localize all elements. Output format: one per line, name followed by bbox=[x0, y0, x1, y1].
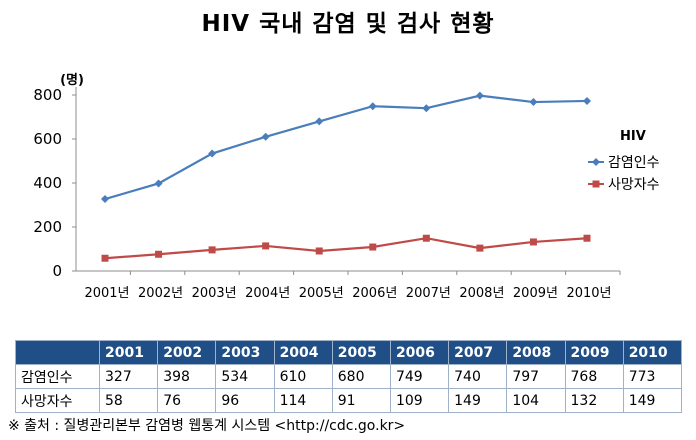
table-cell: 680 bbox=[331, 364, 391, 389]
table-row-label: 사망자수 bbox=[15, 388, 100, 413]
legend-marker bbox=[592, 180, 600, 188]
x-tick-label: 2008년 bbox=[459, 286, 504, 301]
table-cell: 132 bbox=[564, 388, 624, 413]
data-point bbox=[368, 102, 377, 111]
data-point bbox=[369, 243, 377, 251]
data-point bbox=[101, 254, 109, 262]
table-header-cell: 2006 bbox=[389, 340, 450, 365]
table-cell: 104 bbox=[506, 388, 566, 413]
x-tick-label: 2006년 bbox=[352, 286, 397, 301]
table-cell: 740 bbox=[448, 364, 508, 389]
data-point bbox=[422, 234, 430, 242]
table-cell: 749 bbox=[389, 364, 450, 389]
legend-marker bbox=[592, 158, 600, 166]
table-cell: 327 bbox=[98, 364, 159, 389]
table-cell: 58 bbox=[98, 388, 159, 413]
table-header-cell: 2004 bbox=[273, 340, 333, 365]
table-header-cell: 2010 bbox=[622, 340, 683, 365]
series-line bbox=[104, 94, 588, 201]
table-cell: 768 bbox=[564, 364, 624, 389]
x-tick-label: 2005년 bbox=[299, 286, 344, 301]
source-note: ※ 출처 : 질병관리본부 감염병 웹통계 시스템 <http://cdc.go… bbox=[8, 418, 406, 434]
table-header-cell: 2003 bbox=[215, 340, 275, 365]
x-tick-label: 2009년 bbox=[513, 286, 558, 301]
data-point bbox=[315, 117, 324, 126]
table-header-cell: 2009 bbox=[564, 340, 624, 365]
table-row-label: 감염인수 bbox=[15, 364, 100, 389]
data-point bbox=[529, 98, 538, 107]
x-tick-label: 2002년 bbox=[138, 286, 183, 301]
table-header-row: 2001 2002 2003 2004 2005 2006 2007 2008 … bbox=[15, 340, 683, 365]
data-point bbox=[101, 195, 109, 204]
data-point bbox=[261, 132, 270, 141]
table-row: 사망자수 58 76 96 114 91 109 149 104 132 149 bbox=[15, 388, 683, 413]
table-cell: 76 bbox=[157, 388, 217, 413]
legend-title: HIV bbox=[620, 129, 646, 144]
table-cell: 96 bbox=[215, 388, 275, 413]
x-tick-label: 2007년 bbox=[406, 286, 451, 301]
table-cell: 114 bbox=[273, 388, 333, 413]
table-cell: 398 bbox=[157, 364, 217, 389]
chart-title: HIV 국내 감염 및 검사 현황 bbox=[201, 11, 495, 37]
table-header-cell: 2001 bbox=[98, 340, 159, 365]
table-header-cell: 2005 bbox=[331, 340, 391, 365]
table-cell: 149 bbox=[622, 388, 683, 413]
data-point bbox=[475, 91, 484, 100]
table-cell: 773 bbox=[622, 364, 683, 389]
data-point bbox=[262, 242, 270, 250]
legend-label: 감염인수 bbox=[608, 155, 660, 171]
line-chart: (명) 0 200 400 600 800 2001년 2002년 2003년 2004년 2005… bbox=[33, 72, 660, 301]
table-row: 감염인수 327 398 534 610 680 749 740 797 768… bbox=[15, 364, 683, 389]
table-header-cell: 2007 bbox=[448, 340, 508, 365]
table-header-cell bbox=[15, 340, 100, 365]
data-table: 2001 2002 2003 2004 2005 2006 2007 2008 … bbox=[15, 340, 683, 413]
data-point bbox=[208, 246, 216, 254]
data-point bbox=[476, 244, 484, 252]
table-cell: 797 bbox=[506, 364, 566, 389]
data-point bbox=[315, 247, 323, 255]
table-header-cell: 2002 bbox=[157, 340, 217, 365]
y-tick-label: 200 bbox=[33, 218, 62, 236]
data-point bbox=[583, 234, 591, 242]
data-point bbox=[422, 104, 431, 113]
x-tick-label: 2010년 bbox=[566, 286, 611, 301]
table-cell: 149 bbox=[448, 388, 508, 413]
data-point bbox=[154, 179, 163, 188]
data-point bbox=[583, 96, 591, 105]
data-point bbox=[155, 250, 163, 258]
series-line bbox=[104, 237, 588, 260]
x-tick-label: 2003년 bbox=[192, 286, 237, 301]
data-point bbox=[529, 238, 537, 246]
table-cell: 109 bbox=[389, 388, 450, 413]
table-header-cell: 2008 bbox=[506, 340, 566, 365]
table-cell: 610 bbox=[273, 364, 333, 389]
data-point bbox=[208, 149, 217, 158]
legend-label: 사망자수 bbox=[608, 177, 660, 193]
x-tick-label: 2004년 bbox=[245, 286, 290, 301]
y-axis-unit-label: (명) bbox=[60, 72, 84, 88]
table-cell: 534 bbox=[215, 364, 275, 389]
table-cell: 91 bbox=[331, 388, 391, 413]
y-tick-label: 800 bbox=[33, 86, 62, 104]
x-tick-label: 2001년 bbox=[84, 286, 129, 301]
y-tick-label: 0 bbox=[52, 262, 62, 280]
y-tick-label: 600 bbox=[33, 130, 62, 148]
y-tick-label: 400 bbox=[33, 174, 62, 192]
